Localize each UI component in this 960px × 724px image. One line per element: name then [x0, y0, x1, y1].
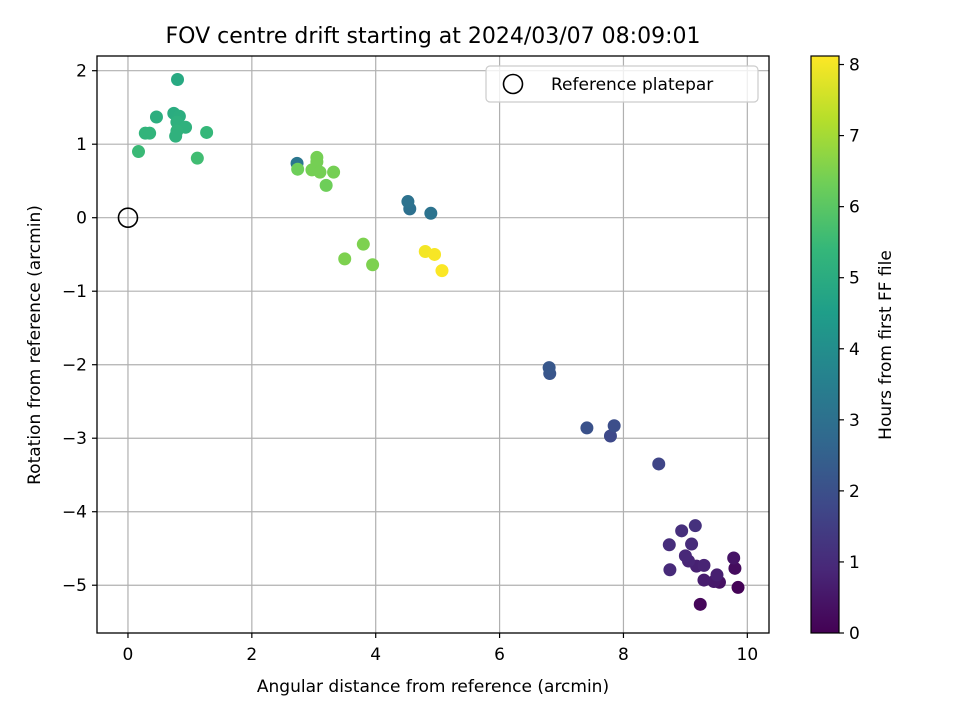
- data-point: [697, 573, 711, 587]
- data-point: [728, 561, 742, 575]
- data-point: [580, 421, 594, 435]
- y-tick-label: 1: [76, 135, 87, 155]
- y-tick-label: −1: [62, 282, 87, 302]
- data-point: [356, 237, 370, 251]
- y-axis-ticks: 2 1 0 −1 −2 −3 −4 −5: [62, 62, 97, 596]
- y-tick-label: −2: [62, 356, 87, 376]
- data-point: [678, 549, 692, 563]
- data-point: [131, 145, 145, 159]
- data-point: [366, 258, 380, 272]
- data-point: [675, 524, 689, 538]
- x-axis-label: Angular distance from reference (arcmin): [257, 677, 609, 697]
- data-point: [338, 252, 352, 266]
- y-tick-label: −5: [62, 576, 87, 596]
- x-tick-label: 0: [123, 645, 134, 665]
- data-point: [685, 537, 699, 551]
- data-point: [693, 597, 707, 611]
- plot-background: [97, 56, 769, 633]
- colorbar-tick-label: 3: [849, 411, 860, 431]
- data-points: [131, 73, 745, 611]
- data-point: [143, 126, 157, 140]
- data-point: [542, 361, 556, 375]
- colorbar-tick-label: 2: [849, 482, 860, 502]
- data-point: [662, 538, 676, 552]
- colorbar-ticks: 0 1 2 3 4 5 6 7 8: [839, 56, 860, 644]
- legend: Reference platepar: [485, 65, 759, 103]
- plot-area: 0 2 4 6 8 10 210−1−2−3−4−5: [62, 55, 770, 665]
- colorbar-tick-label: 4: [849, 340, 860, 360]
- reference-platepar-marker: [117, 207, 139, 229]
- colorbar-tick-label: 0: [849, 624, 860, 644]
- colorbar-tick-label: 6: [849, 198, 860, 218]
- colorbar-tick-label: 8: [849, 56, 860, 76]
- colorbar-tick-label: 1: [849, 553, 860, 573]
- x-tick-label: 2: [246, 645, 257, 665]
- colorbar-tick-label: 7: [849, 127, 860, 147]
- data-point: [401, 195, 415, 209]
- data-point: [607, 419, 621, 433]
- data-point: [171, 73, 185, 87]
- data-point: [149, 110, 163, 124]
- x-tick-label: 6: [494, 645, 505, 665]
- y-tick-label: −3: [62, 429, 87, 449]
- x-tick-label: 4: [370, 645, 381, 665]
- colorbar-tick-label: 5: [849, 269, 860, 289]
- legend-open-circle-icon: [502, 73, 524, 95]
- y-axis-label: Rotation from reference (arcmin): [25, 205, 45, 485]
- y-tick-label: 0: [76, 209, 87, 229]
- x-tick-label: 10: [737, 645, 759, 665]
- plot-frame: [96, 55, 770, 634]
- data-point: [688, 519, 702, 533]
- data-point: [190, 151, 204, 165]
- data-point: [435, 264, 449, 278]
- data-point: [291, 162, 305, 176]
- x-axis-ticks: 0 2 4 6 8 10: [123, 633, 759, 665]
- data-point: [428, 247, 442, 261]
- data-point: [663, 563, 677, 577]
- data-point: [327, 165, 341, 179]
- data-point: [603, 429, 617, 443]
- data-point: [697, 558, 711, 572]
- data-point: [731, 580, 745, 594]
- colorbar-gradient: [810, 55, 840, 634]
- chart-title: FOV centre drift starting at 2024/03/07 …: [166, 24, 701, 49]
- colorbar-label: Hours from first FF file: [876, 250, 896, 440]
- data-point: [424, 206, 438, 220]
- y-tick-label: −4: [62, 503, 87, 523]
- grid: [97, 56, 769, 633]
- data-point: [727, 551, 741, 565]
- data-point: [710, 568, 724, 582]
- data-point: [319, 178, 333, 192]
- data-point: [652, 457, 666, 471]
- data-point: [313, 165, 327, 179]
- legend-box: [485, 65, 759, 103]
- x-tick-label: 8: [618, 645, 629, 665]
- data-point: [169, 129, 183, 143]
- legend-label: Reference platepar: [551, 75, 713, 95]
- y-tick-label: 2: [76, 62, 87, 82]
- data-point: [200, 125, 214, 139]
- colorbar: 0 1 2 3 4 5 6 7 8 Hours from first FF file: [810, 55, 896, 644]
